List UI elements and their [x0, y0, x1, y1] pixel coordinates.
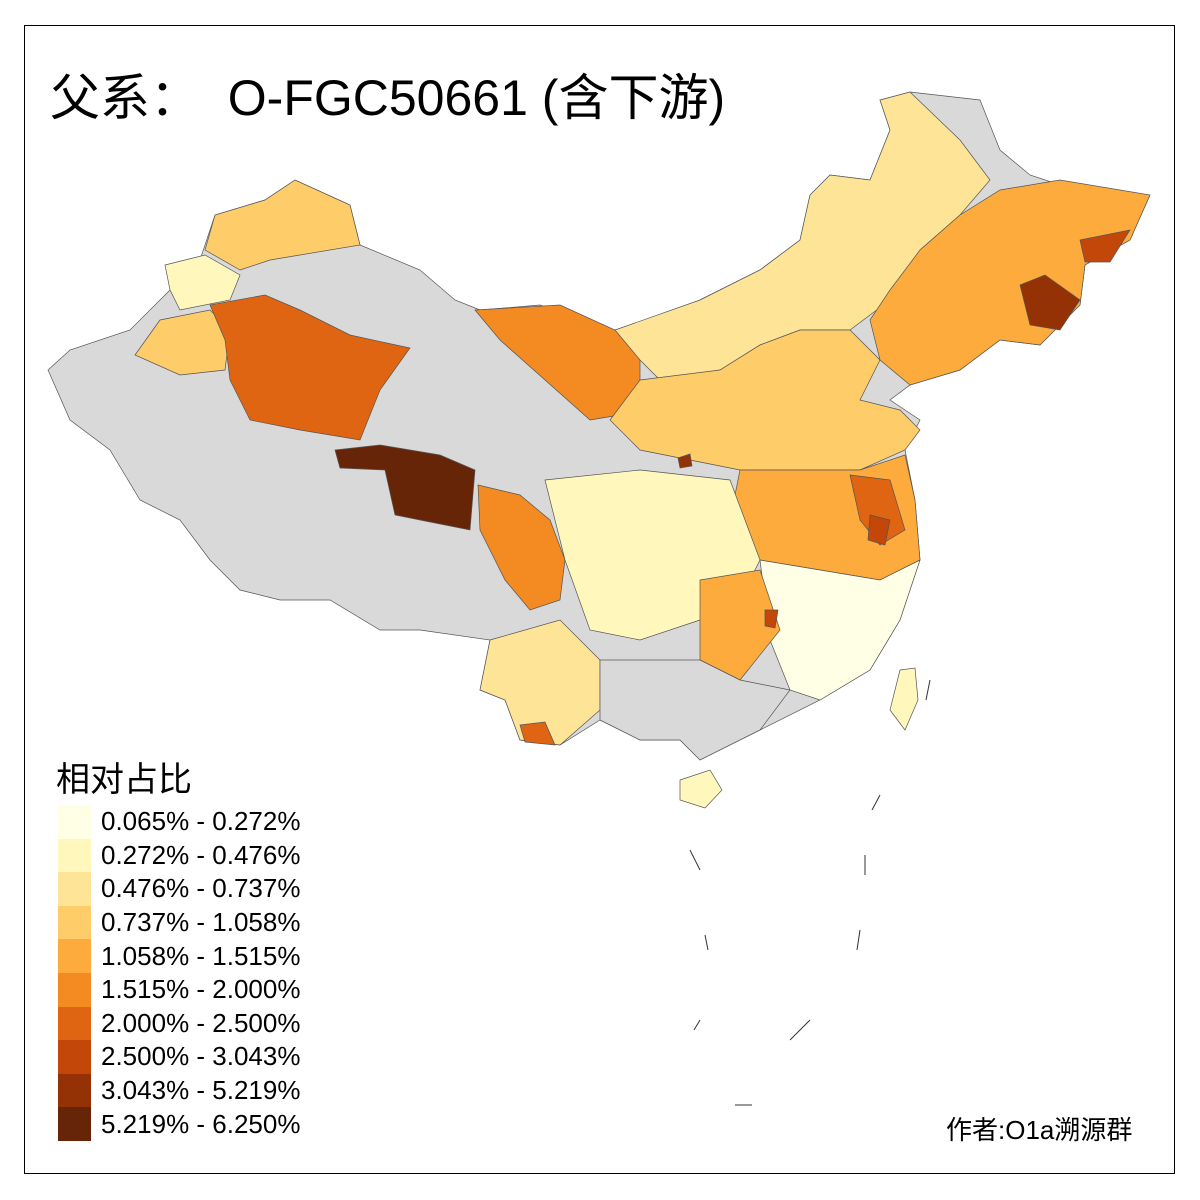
legend-label: 3.043% - 5.219%	[101, 1075, 301, 1106]
region-southeast	[759, 559, 921, 701]
legend-label: 2.000% - 2.500%	[101, 1007, 301, 1038]
region-hunan-hubei	[699, 569, 781, 681]
region-xinjiang-north	[204, 179, 361, 271]
region-xinjiang-center	[209, 294, 411, 441]
region-north-china	[609, 329, 921, 471]
legend-item: 0.737% - 1.058%	[58, 905, 301, 940]
region-yanbian	[1019, 274, 1081, 331]
legend-item: 0.476% - 0.737%	[58, 872, 300, 906]
legend: 0.065% - 0.272% 0.272% - 0.476% 0.476% - 0…	[58, 805, 300, 1141]
region-yunnan	[479, 619, 601, 746]
legend-swatch	[58, 939, 91, 973]
region-tibet-ngari	[334, 444, 476, 531]
legend-label: 1.515% - 2.000%	[101, 974, 301, 1005]
legend-item: 2.500% - 3.043%	[58, 1040, 300, 1074]
legend-swatch	[58, 805, 91, 839]
legend-item: 1.515% - 2.000%	[58, 972, 301, 1007]
region-mudanjiang	[1079, 229, 1131, 263]
legend-label: 0.065% - 0.272%	[101, 806, 301, 837]
legend-swatch	[58, 838, 91, 873]
legend-item: 5.219% - 6.250%	[58, 1107, 300, 1141]
legend-label: 0.272% - 0.476%	[101, 839, 301, 870]
plot-frame	[24, 25, 1175, 1174]
legend-label: 0.737% - 1.058%	[101, 907, 301, 938]
legend-item: 3.043% - 5.219%	[58, 1073, 301, 1108]
legend-item: 0.272% - 0.476%	[58, 838, 301, 873]
region-sichuan-west	[477, 484, 566, 611]
region-small-dark-2	[764, 609, 779, 629]
region-xishuangbanna	[519, 721, 556, 746]
author-credit: 作者:O1a溯源群	[946, 1115, 1133, 1145]
legend-swatch	[58, 1006, 91, 1041]
legend-item: 0.065% - 0.272%	[58, 805, 300, 839]
region-jiangsu-south	[849, 474, 906, 546]
legend-swatch	[58, 1107, 91, 1141]
south-china-sea-islands	[689, 679, 931, 1106]
legend-label: 5.219% - 6.250%	[101, 1108, 301, 1139]
legend-swatch	[58, 872, 91, 906]
legend-label: 2.500% - 3.043%	[101, 1041, 301, 1072]
region-small-dark-1	[677, 453, 693, 469]
region-shanghai-area	[867, 514, 891, 546]
legend-label: 1.058% - 1.515%	[101, 940, 301, 971]
region-taiwan	[889, 667, 919, 731]
region-xinjiang-ili	[164, 254, 241, 311]
legend-item: 2.000% - 2.500%	[58, 1006, 301, 1041]
legend-swatch	[58, 1040, 91, 1074]
legend-title: 相对占比	[56, 761, 192, 799]
legend-item: 1.058% - 1.515%	[58, 939, 300, 973]
map-title: 父系： O-FGC50661 (含下游)	[50, 70, 726, 126]
legend-swatch	[58, 905, 91, 940]
region-hainan	[679, 769, 723, 809]
legend-swatch	[58, 972, 91, 1007]
legend-swatch	[58, 1073, 91, 1108]
region-guangxi-guangdong	[599, 659, 791, 761]
legend-label: 0.476% - 0.737%	[101, 873, 301, 904]
